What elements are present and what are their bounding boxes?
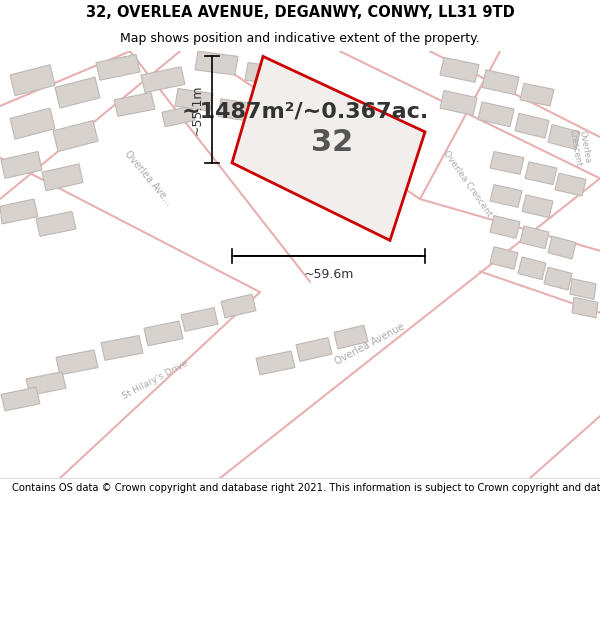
Polygon shape	[256, 351, 295, 375]
Polygon shape	[548, 124, 580, 149]
Polygon shape	[0, 199, 38, 224]
Polygon shape	[490, 247, 518, 269]
Text: ~59.6m: ~59.6m	[304, 268, 353, 281]
Polygon shape	[1, 387, 40, 411]
Polygon shape	[114, 92, 155, 116]
Polygon shape	[53, 121, 98, 151]
Text: ~55.1m: ~55.1m	[191, 84, 204, 135]
Polygon shape	[296, 338, 332, 361]
Polygon shape	[515, 113, 549, 138]
Polygon shape	[490, 216, 520, 238]
Polygon shape	[221, 294, 256, 318]
Polygon shape	[572, 298, 598, 318]
Text: 32: 32	[311, 128, 353, 158]
Polygon shape	[245, 62, 288, 86]
Polygon shape	[522, 195, 553, 218]
Polygon shape	[490, 184, 522, 208]
Polygon shape	[56, 350, 98, 375]
Polygon shape	[570, 279, 596, 299]
Text: ~1487m²/~0.367ac.: ~1487m²/~0.367ac.	[181, 101, 428, 121]
Polygon shape	[10, 108, 55, 139]
Polygon shape	[144, 321, 183, 346]
Polygon shape	[141, 67, 185, 92]
Polygon shape	[544, 268, 572, 290]
Polygon shape	[490, 151, 524, 174]
Text: Contains OS data © Crown copyright and database right 2021. This information is : Contains OS data © Crown copyright and d…	[12, 482, 600, 492]
Polygon shape	[195, 51, 238, 75]
Polygon shape	[555, 173, 586, 196]
Polygon shape	[478, 102, 514, 127]
Polygon shape	[55, 77, 100, 108]
Polygon shape	[1, 151, 42, 178]
Polygon shape	[10, 64, 55, 96]
Polygon shape	[181, 308, 218, 331]
Polygon shape	[101, 336, 143, 360]
Polygon shape	[525, 162, 557, 184]
Polygon shape	[96, 54, 140, 80]
Polygon shape	[520, 83, 554, 106]
Polygon shape	[232, 56, 425, 241]
Polygon shape	[36, 211, 76, 236]
Polygon shape	[175, 89, 213, 111]
Polygon shape	[482, 70, 519, 94]
Polygon shape	[162, 106, 195, 127]
Text: Overlea Avenue: Overlea Avenue	[334, 321, 407, 366]
Polygon shape	[42, 164, 83, 191]
Polygon shape	[518, 257, 546, 279]
Polygon shape	[440, 91, 477, 116]
Text: St Hilary's Drive: St Hilary's Drive	[121, 359, 190, 401]
Text: Overlea Ave...: Overlea Ave...	[122, 149, 173, 208]
Polygon shape	[440, 58, 479, 82]
Polygon shape	[26, 372, 66, 396]
Polygon shape	[334, 325, 368, 349]
Text: Overlea
Crescent: Overlea Crescent	[567, 127, 593, 168]
Polygon shape	[548, 236, 576, 259]
Text: Overlea Crescent: Overlea Crescent	[442, 149, 494, 218]
Text: 32, OVERLEA AVENUE, DEGANWY, CONWY, LL31 9TD: 32, OVERLEA AVENUE, DEGANWY, CONWY, LL31…	[86, 5, 514, 20]
Text: Map shows position and indicative extent of the property.: Map shows position and indicative extent…	[120, 32, 480, 45]
Polygon shape	[218, 99, 255, 121]
Polygon shape	[520, 226, 549, 249]
